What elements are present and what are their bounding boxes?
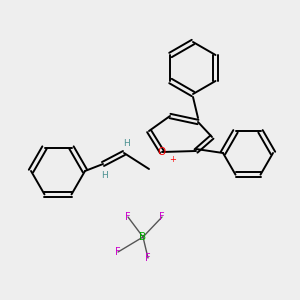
Text: H: H	[123, 139, 129, 148]
Text: F: F	[159, 212, 165, 222]
Text: F: F	[115, 247, 121, 257]
Text: B: B	[140, 232, 147, 242]
Text: H: H	[100, 172, 107, 181]
Text: +: +	[169, 155, 176, 164]
Text: O: O	[158, 147, 166, 157]
Text: F: F	[145, 253, 151, 263]
Text: F: F	[125, 212, 131, 222]
